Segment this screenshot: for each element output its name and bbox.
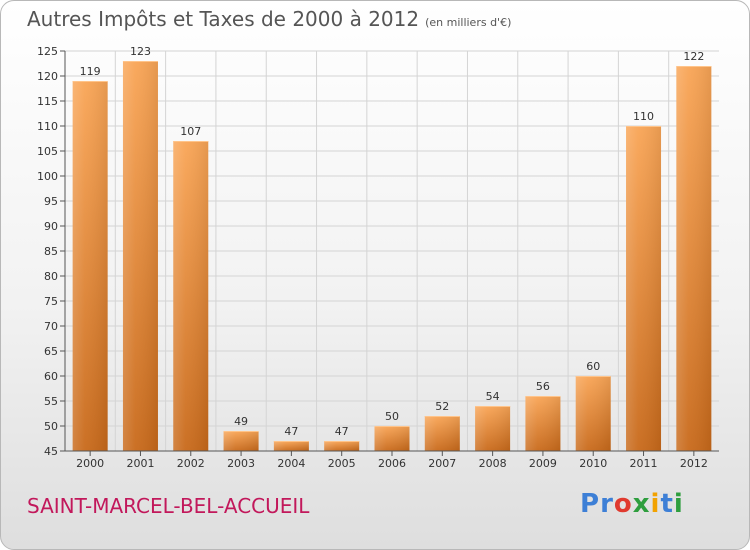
bar-shine-2000 bbox=[72, 81, 108, 451]
commune-name: SAINT-MARCEL-BEL-ACCUEIL bbox=[27, 494, 310, 518]
axes: 45 50 55 60 65 70 75 80 85 90 95 100 105 110 115 120 125 bbox=[37, 45, 719, 458]
bars bbox=[72, 61, 712, 451]
title-text: Autres Impôts et Taxes de 2000 à 2012 bbox=[27, 7, 420, 31]
y-tick-label: 105 bbox=[37, 145, 58, 158]
bar-shine-2012 bbox=[676, 66, 712, 451]
bar-shine-2002 bbox=[173, 141, 209, 451]
proxiti-logo: Proxiti bbox=[580, 489, 684, 519]
grid-lines bbox=[65, 50, 719, 451]
value-label-2008: 54 bbox=[486, 390, 500, 403]
bar-shine-2011 bbox=[626, 126, 662, 451]
bar-shine-2009 bbox=[525, 396, 561, 451]
labels: 119 2000 123 2001 107 2002 49 2003 47 2004 47 2005 5… bbox=[76, 45, 708, 470]
value-label-2009: 56 bbox=[536, 380, 550, 393]
x-tick-label-2010: 2010 bbox=[579, 457, 607, 470]
y-tick-label: 55 bbox=[44, 395, 58, 408]
y-tick-label: 65 bbox=[44, 345, 58, 358]
x-tick-label-2003: 2003 bbox=[227, 457, 255, 470]
bar-shine-2006 bbox=[374, 426, 410, 451]
x-tick-label-2004: 2004 bbox=[277, 457, 305, 470]
logo-letter: i bbox=[673, 489, 684, 519]
value-label-2006: 50 bbox=[385, 410, 399, 423]
x-tick-label-2009: 2009 bbox=[529, 457, 557, 470]
bar-shine-2007 bbox=[424, 416, 460, 451]
logo-letter: i bbox=[650, 489, 661, 519]
x-tick-label-2012: 2012 bbox=[680, 457, 708, 470]
x-tick-label-2011: 2011 bbox=[630, 457, 658, 470]
y-tick-label: 95 bbox=[44, 195, 58, 208]
bar-shine-2003 bbox=[223, 431, 259, 451]
y-tick-label: 90 bbox=[44, 220, 58, 233]
chart-title: Autres Impôts et Taxes de 2000 à 2012 (en… bbox=[27, 7, 511, 31]
y-tick-label: 85 bbox=[44, 245, 58, 258]
y-tick-label: 125 bbox=[37, 45, 58, 58]
logo-letter: r bbox=[600, 489, 614, 519]
x-tick-label-2007: 2007 bbox=[428, 457, 456, 470]
value-label-2000: 119 bbox=[80, 65, 101, 78]
value-label-2010: 60 bbox=[586, 360, 600, 373]
value-label-2005: 47 bbox=[335, 425, 349, 438]
logo-letter: t bbox=[660, 489, 674, 519]
x-tick-label-2001: 2001 bbox=[126, 457, 154, 470]
x-tick-label-2006: 2006 bbox=[378, 457, 406, 470]
x-tick-label-2000: 2000 bbox=[76, 457, 104, 470]
title-unit: (en milliers d'€) bbox=[425, 16, 512, 29]
value-label-2011: 110 bbox=[633, 110, 654, 123]
value-label-2003: 49 bbox=[234, 415, 248, 428]
value-label-2001: 123 bbox=[130, 45, 151, 58]
value-label-2004: 47 bbox=[284, 425, 298, 438]
y-tick-label: 60 bbox=[44, 370, 58, 383]
y-tick-label: 45 bbox=[44, 445, 58, 458]
y-tick-label: 120 bbox=[37, 70, 58, 83]
x-tick-label-2002: 2002 bbox=[177, 457, 205, 470]
bar-shine-2004 bbox=[273, 441, 309, 451]
bar-shine-2005 bbox=[324, 441, 360, 451]
y-tick-label: 70 bbox=[44, 320, 58, 333]
y-tick-label: 100 bbox=[37, 170, 58, 183]
logo-letter: x bbox=[632, 489, 651, 519]
x-tick-label-2005: 2005 bbox=[328, 457, 356, 470]
bar-shine-2010 bbox=[575, 376, 611, 451]
y-tick-label: 110 bbox=[37, 120, 58, 133]
y-tick-label: 115 bbox=[37, 95, 58, 108]
bar-shine-2008 bbox=[475, 406, 511, 451]
value-label-2002: 107 bbox=[180, 125, 201, 138]
value-label-2007: 52 bbox=[435, 400, 449, 413]
value-label-2012: 122 bbox=[683, 50, 704, 63]
y-tick-label: 75 bbox=[44, 295, 58, 308]
x-tick-label-2008: 2008 bbox=[479, 457, 507, 470]
y-tick-label: 50 bbox=[44, 420, 58, 433]
bar-shine-2001 bbox=[122, 61, 158, 451]
logo-letter: o bbox=[613, 489, 633, 519]
logo-letter: P bbox=[580, 489, 601, 519]
y-tick-label: 80 bbox=[44, 270, 58, 283]
